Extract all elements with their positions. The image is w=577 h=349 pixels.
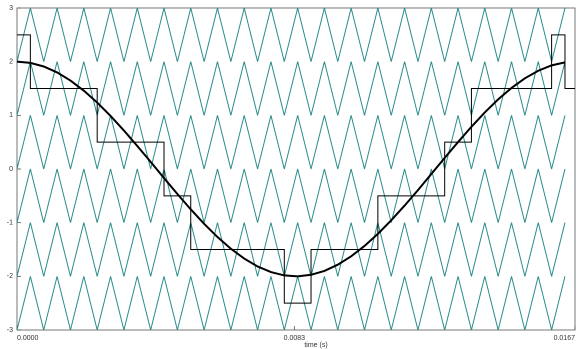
y-tick-label: -1 xyxy=(7,220,13,227)
pwm-output xyxy=(17,34,575,304)
carrier-wave xyxy=(16,61,566,116)
y-tick-label: 2 xyxy=(9,59,13,66)
y-tick-label: 0 xyxy=(9,166,13,173)
x-tick-label: 0.0167 xyxy=(554,335,576,342)
y-tick-label: -3 xyxy=(7,327,13,334)
y-tick-label: 1 xyxy=(9,112,13,119)
carrier-wave xyxy=(16,7,566,62)
y-tick-label: 3 xyxy=(9,5,13,12)
carrier-wave xyxy=(16,115,566,170)
carrier-wave xyxy=(16,168,566,223)
y-tick-label: -2 xyxy=(7,273,13,280)
carrier-wave xyxy=(16,222,566,277)
x-axis-label: time (s) xyxy=(304,342,327,349)
x-tick-label: 0.0000 xyxy=(17,335,39,342)
reference-wave xyxy=(16,60,566,278)
x-tick-label: 0.0083 xyxy=(284,335,306,342)
